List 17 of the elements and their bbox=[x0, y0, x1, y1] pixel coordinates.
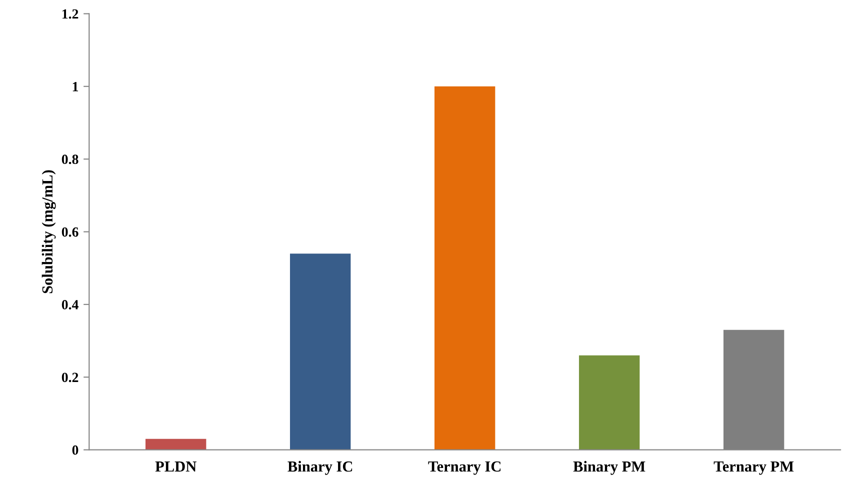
x-tick-label: Ternary IC bbox=[428, 461, 501, 475]
bar bbox=[434, 86, 496, 450]
x-tick-label: PLDN bbox=[155, 462, 196, 472]
x-tick-label: Binary IC bbox=[288, 460, 352, 475]
x-tick-label: Binary PM bbox=[573, 460, 646, 475]
x-tick-label: Ternary PM bbox=[714, 461, 794, 475]
y-tick-label: 1 bbox=[72, 82, 78, 92]
bar bbox=[145, 438, 206, 450]
y-tick-label: 0.4 bbox=[62, 300, 78, 310]
y-tick-label: 0.6 bbox=[62, 227, 78, 237]
y-axis-title: Solubility (mg/mL) bbox=[42, 170, 56, 294]
y-tick-label: 0.8 bbox=[62, 154, 78, 164]
y-tick-label: 0 bbox=[72, 445, 78, 455]
bar bbox=[290, 254, 351, 450]
y-tick-label: 0.2 bbox=[62, 372, 78, 382]
bar bbox=[578, 355, 640, 450]
y-tick-label: 1.2 bbox=[62, 9, 78, 19]
